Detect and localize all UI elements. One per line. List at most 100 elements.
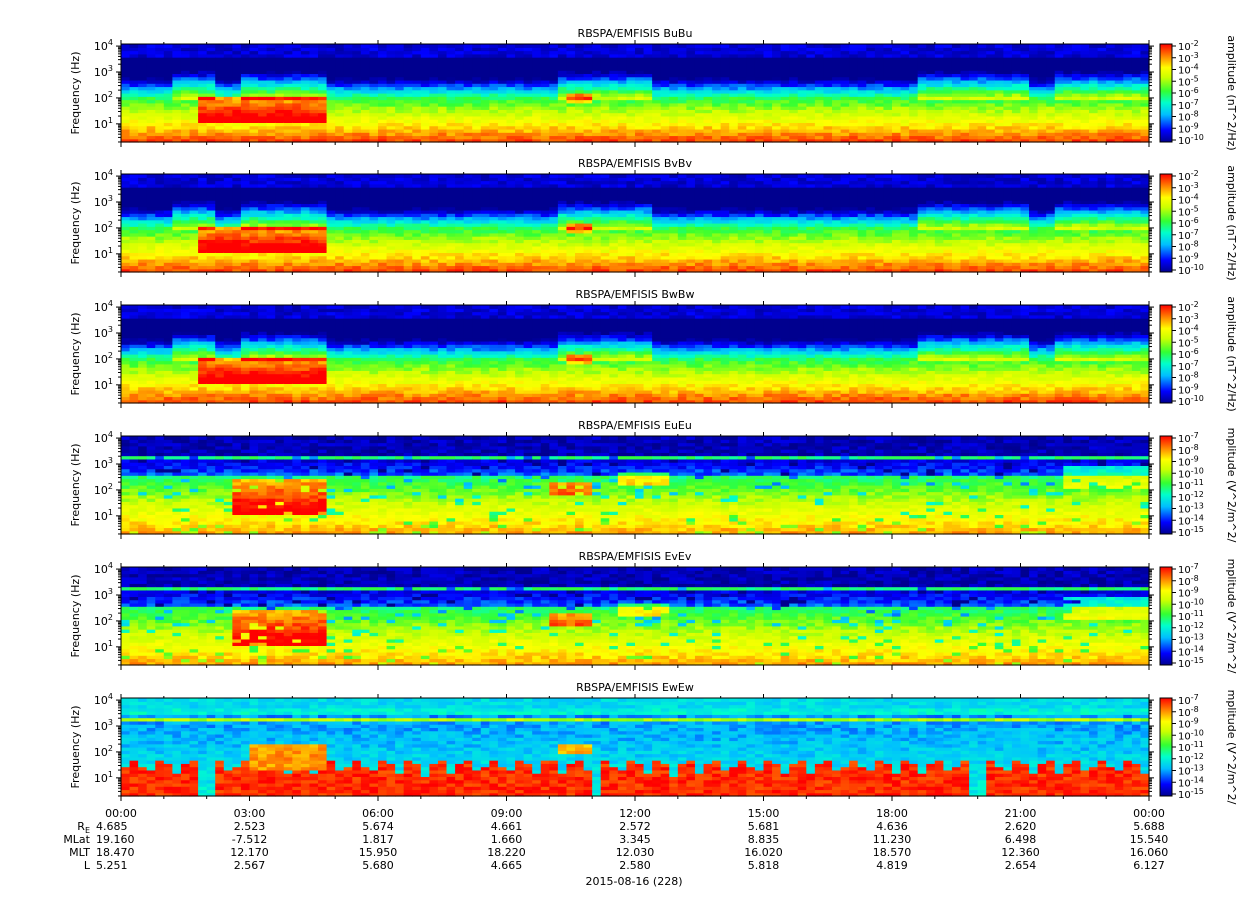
ephemeris-value: 2.580 <box>619 859 651 872</box>
ephemeris-value: 2.620 <box>1005 820 1037 833</box>
ephemeris-value: 18.220 <box>487 846 526 859</box>
ephemeris-value: 15.950 <box>359 846 398 859</box>
y-tick-label: 102 <box>94 90 113 105</box>
y-tick-label: 101 <box>94 116 113 131</box>
y-tick-label: 104 <box>94 692 113 707</box>
y-tick-label: 104 <box>94 38 113 53</box>
y-tick-label: 103 <box>94 587 113 602</box>
ephemeris-value: 18.470 <box>96 846 135 859</box>
y-tick-label: 101 <box>94 508 113 523</box>
ephemeris-row-label: MLat <box>63 833 90 846</box>
y-axis-label: Frequency (Hz) <box>69 313 82 396</box>
y-axis-label: Frequency (Hz) <box>69 182 82 265</box>
x-tick-label: 03:00 <box>234 807 266 820</box>
x-tick-label: 12:00 <box>619 807 651 820</box>
y-tick-label: 101 <box>94 246 113 261</box>
colorbar: 10-210-310-410-510-610-710-810-910-10 amp… <box>1160 296 1238 411</box>
colorbar: 10-710-810-910-1010-1110-1210-1310-1410-… <box>1160 690 1238 805</box>
ephemeris-value: 12.170 <box>230 846 269 859</box>
ephemeris-value: 16.020 <box>744 846 783 859</box>
y-tick-label: 104 <box>94 299 113 314</box>
y-axis-label: Frequency (Hz) <box>69 52 82 135</box>
y-tick-label: 104 <box>94 168 113 183</box>
y-tick-label: 104 <box>94 430 113 445</box>
ephemeris-value: 3.345 <box>619 833 651 846</box>
ephemeris-value: 8.835 <box>748 833 780 846</box>
ephemeris-value: 18.570 <box>873 846 912 859</box>
y-axis-label: Frequency (Hz) <box>69 444 82 527</box>
colorbar-tick-label: 10-15 <box>1178 787 1204 801</box>
colorbar-label: amplitude (nT^2/Hz) <box>1225 296 1238 411</box>
colorbar: 10-710-810-910-1010-1110-1210-1310-1410-… <box>1160 428 1238 543</box>
colorbar-label: mplitude (V^2/m^2/ <box>1225 428 1238 543</box>
spectrogram-image <box>121 436 1150 535</box>
ephemeris-value: -7.512 <box>232 833 267 846</box>
y-tick-label: 102 <box>94 351 113 366</box>
x-tick-label: 09:00 <box>491 807 523 820</box>
ephemeris-table: REMLatMLTL00:004.68519.16018.4705.25103:… <box>63 807 1168 872</box>
ephemeris-value: 2.523 <box>234 820 266 833</box>
ephemeris-value: 5.681 <box>748 820 780 833</box>
colorbar: 10-710-810-910-1010-1110-1210-1310-1410-… <box>1160 559 1238 674</box>
panel-title: RBSPA/EMFISIS EwEw <box>576 681 694 694</box>
colorbar-tick-label: 10-15 <box>1178 525 1204 539</box>
colorbar-tick-label: 10-15 <box>1178 656 1204 670</box>
panel-0: RBSPA/EMFISIS BuBu101102103104Frequency … <box>69 27 1238 151</box>
ephemeris-value: 4.636 <box>876 820 908 833</box>
ephemeris-value: 2.572 <box>619 820 651 833</box>
panel-4: RBSPA/EMFISIS EvEv101102103104Frequency … <box>69 550 1238 674</box>
spectrogram-image <box>121 44 1150 143</box>
y-tick-label: 104 <box>94 561 113 576</box>
panel-title: RBSPA/EMFISIS BvBv <box>578 157 692 170</box>
spectrogram-image <box>121 305 1150 404</box>
x-tick-label: 18:00 <box>876 807 908 820</box>
ephemeris-value: 5.674 <box>362 820 394 833</box>
colorbar-label: mplitude (V^2/m^2/ <box>1225 559 1238 674</box>
spectrogram-image <box>121 567 1150 666</box>
colorbar-label: mplitude (V^2/m^2/ <box>1225 690 1238 805</box>
ephemeris-value: 1.660 <box>491 833 523 846</box>
ephemeris-value: 4.685 <box>96 820 128 833</box>
ephemeris-value: 5.688 <box>1133 820 1165 833</box>
panel-5: RBSPA/EMFISIS EwEw 101 102 103 104 Frequency … <box>69 681 1238 805</box>
colorbar-label: amplitude (nT^2/Hz) <box>1225 35 1238 150</box>
ephemeris-value: 4.819 <box>876 859 908 872</box>
ephemeris-value: 15.540 <box>1130 833 1169 846</box>
y-tick-label: 103 <box>94 325 113 340</box>
colorbar-tick-label: 10-10 <box>1178 394 1204 408</box>
ephemeris-row-label: L <box>84 859 91 872</box>
colorbar: 10-210-310-410-510-610-710-810-910-10 amp… <box>1160 165 1238 280</box>
ephemeris-value: 4.665 <box>491 859 523 872</box>
y-tick-label: 103 <box>94 456 113 471</box>
y-tick-label: 103 <box>94 64 113 79</box>
panel-title: RBSPA/EMFISIS EvEv <box>579 550 692 563</box>
ephemeris-value: 2.567 <box>234 859 266 872</box>
colorbar: 10-210-310-410-510-610-710-810-910-10 amp… <box>1160 35 1238 150</box>
x-tick-label: 06:00 <box>362 807 394 820</box>
y-axis-label: Frequency (Hz) <box>69 575 82 658</box>
y-tick-label: 102 <box>94 613 113 628</box>
colorbar-tick-label: 10-10 <box>1178 133 1204 147</box>
panel-title: RBSPA/EMFISIS EuEu <box>578 419 692 432</box>
panel-2: RBSPA/EMFISIS BwBw101102103104Frequency … <box>69 288 1238 412</box>
x-tick-label: 00:00 <box>1133 807 1165 820</box>
ephemeris-value: 12.360 <box>1001 846 1040 859</box>
ephemeris-value: 16.060 <box>1130 846 1169 859</box>
ephemeris-value: 5.251 <box>96 859 128 872</box>
y-tick-label: 101 <box>94 770 113 785</box>
colorbar-label: amplitude (nT^2/Hz) <box>1225 165 1238 280</box>
ephemeris-value: 12.030 <box>616 846 655 859</box>
ephemeris-value: 5.680 <box>362 859 394 872</box>
ephemeris-value: 19.160 <box>96 833 135 846</box>
ephemeris-value: 2.654 <box>1005 859 1037 872</box>
y-tick-label: 103 <box>94 194 113 209</box>
y-tick-label: 103 <box>94 718 113 733</box>
ephemeris-value: 5.818 <box>748 859 780 872</box>
x-tick-label: 15:00 <box>748 807 780 820</box>
y-axis-label: Frequency (Hz) <box>69 706 82 789</box>
x-tick-label: 00:00 <box>105 807 137 820</box>
ephemeris-value: 11.230 <box>873 833 912 846</box>
y-tick-label: 102 <box>94 744 113 759</box>
ephemeris-row-label: MLT <box>69 846 90 859</box>
